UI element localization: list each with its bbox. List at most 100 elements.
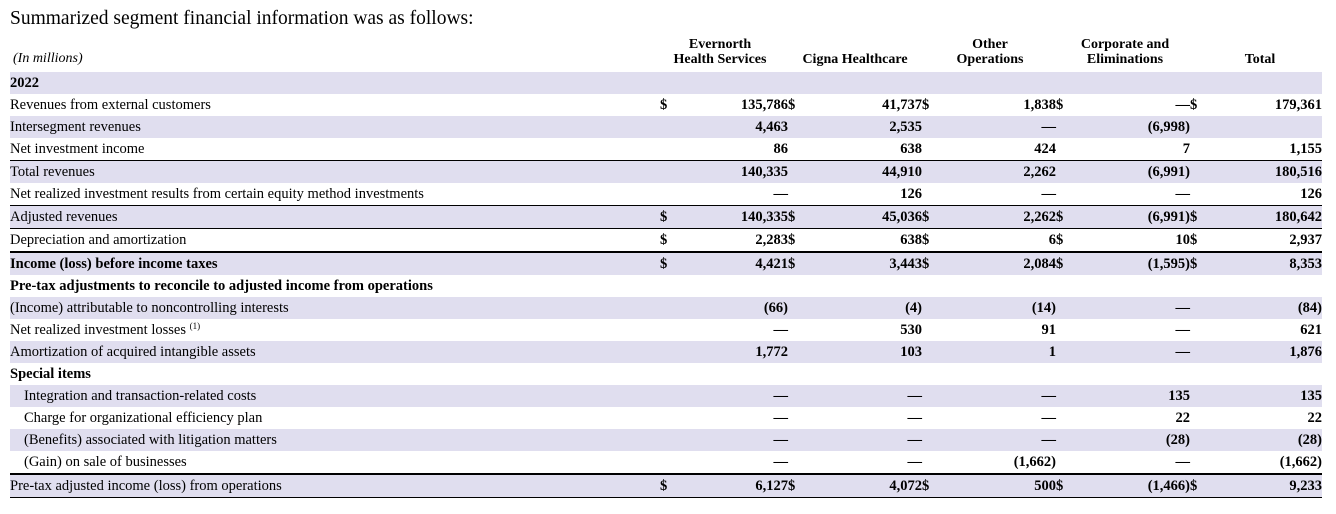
- row-label: Depreciation and amortization: [10, 228, 660, 252]
- value-cigna-healthcare: (4): [812, 297, 922, 319]
- value-total: [1214, 116, 1322, 138]
- currency-other-operations: $: [922, 205, 946, 229]
- currency-cigna-healthcare: [788, 183, 812, 206]
- table-row: (Income) attributable to noncontrolling …: [10, 297, 1322, 319]
- row-label: Special items: [10, 363, 660, 385]
- currency-total: [1190, 160, 1214, 183]
- currency-evernorth: [660, 183, 676, 206]
- value-total: 179,361: [1274, 97, 1322, 113]
- currency-other-operations: $: [922, 97, 930, 113]
- value-evernorth: —: [773, 410, 789, 426]
- col-header-evernorth-label: Evernorth Health Services: [673, 37, 767, 67]
- value-total: (1,662): [1279, 454, 1322, 470]
- row-label-text: Intersegment revenues: [10, 119, 141, 135]
- row-label-text: Integration and transaction-related cost…: [24, 388, 257, 404]
- currency-cigna-healthcare: [788, 385, 812, 407]
- value-other-operations: (14): [946, 297, 1056, 319]
- currency-corporate-eliminations: [1056, 363, 1080, 385]
- value-total: 621: [1300, 322, 1322, 338]
- value-other-operations: —: [946, 385, 1056, 407]
- value-corporate-eliminations: —: [1175, 454, 1191, 470]
- table-row: (Gain) on sale of businesses — — (1,662) — (1…: [10, 451, 1322, 474]
- value-cigna-healthcare: [812, 275, 922, 297]
- row-label-text: Special items: [10, 366, 91, 382]
- value-total: 1,876: [1214, 341, 1322, 363]
- value-total: [1214, 363, 1322, 385]
- row-label-text: Income (loss) before income taxes: [10, 256, 218, 272]
- currency-corporate-eliminations: [1056, 407, 1080, 429]
- currency-evernorth: [660, 116, 676, 138]
- row-label-text: Pre-tax adjusted income (loss) from oper…: [10, 478, 282, 494]
- value-cigna-healthcare: 530: [900, 322, 922, 338]
- value-corporate-eliminations: (6,991): [1080, 160, 1190, 183]
- currency-corporate-eliminations: $: [1056, 205, 1080, 229]
- value-evernorth: (66): [676, 297, 788, 319]
- value-cigna-healthcare: 4,072: [812, 473, 922, 498]
- currency-corporate-eliminations: [1056, 319, 1080, 341]
- value-other-operations: 1,838: [1023, 97, 1056, 113]
- value-cigna-healthcare: [812, 363, 922, 385]
- currency-evernorth: $: [660, 205, 676, 229]
- table-row: Depreciation and amortization $2,283 $638 $…: [10, 228, 1322, 252]
- currency-corporate-eliminations: [1056, 183, 1080, 206]
- value-other-operations: 424: [1034, 141, 1056, 157]
- currency-other-operations: [922, 138, 946, 161]
- currency-corporate-eliminations: [1056, 138, 1080, 161]
- currency-cigna-healthcare: [788, 297, 812, 319]
- currency-other-operations: [922, 275, 946, 297]
- value-evernorth: 4,463: [676, 116, 788, 138]
- currency-cigna-healthcare: $: [788, 97, 796, 113]
- col-header-other-operations-label: Other Operations: [956, 37, 1024, 67]
- currency-total: [1190, 385, 1214, 407]
- value-cigna-healthcare: —: [907, 454, 923, 470]
- currency-total: $: [1190, 473, 1214, 498]
- currency-evernorth: [660, 407, 676, 429]
- currency-cigna-healthcare: [788, 138, 812, 161]
- row-label: Intersegment revenues: [10, 116, 660, 138]
- col-header-corporate-eliminations-label: Corporate and Eliminations: [1080, 37, 1170, 67]
- table-row: Intersegment revenues 4,463 2,535 — (6,998): [10, 116, 1322, 138]
- currency-cigna-healthcare: [788, 451, 812, 474]
- currency-total: [1190, 275, 1214, 297]
- currency-evernorth: [660, 451, 676, 474]
- currency-total: [1190, 138, 1214, 161]
- table-row: Amortization of acquired intangible asse…: [10, 341, 1322, 363]
- currency-evernorth: $: [660, 97, 668, 113]
- value-evernorth: 140,335: [676, 205, 788, 229]
- row-label-text: Pre-tax adjustments to reconcile to adju…: [10, 278, 433, 294]
- value-evernorth: 4,421: [676, 251, 788, 275]
- row-label-text: Charge for organizational efficiency pla…: [24, 410, 263, 426]
- value-corporate-eliminations: (6,991): [1080, 205, 1190, 229]
- table-row: Integration and transaction-related cost…: [10, 385, 1322, 407]
- currency-other-operations: [922, 160, 946, 183]
- currency-total: [1190, 297, 1214, 319]
- value-other-operations: 91: [1041, 322, 1057, 338]
- currency-other-operations: $: [922, 228, 946, 252]
- currency-evernorth: [660, 363, 676, 385]
- table-row: Charge for organizational efficiency pla…: [10, 407, 1322, 429]
- value-cigna-healthcare: 638: [812, 228, 922, 252]
- value-other-operations: 2,262: [946, 160, 1056, 183]
- currency-cigna-healthcare: [788, 319, 812, 341]
- row-label-text: Revenues from external customers: [10, 97, 211, 113]
- value-total: 22: [1307, 410, 1323, 426]
- value-cigna-healthcare: 126: [900, 186, 922, 202]
- table-row: Net realized investment results from cer…: [10, 183, 1322, 206]
- currency-corporate-eliminations: [1056, 341, 1080, 363]
- currency-evernorth: [660, 429, 676, 451]
- value-other-operations: 500: [946, 473, 1056, 498]
- value-total: [1214, 275, 1322, 297]
- row-label: (Benefits) associated with litigation ma…: [10, 429, 660, 451]
- currency-corporate-eliminations: [1056, 275, 1080, 297]
- value-total: 8,353: [1214, 251, 1322, 275]
- currency-total: $: [1190, 251, 1214, 275]
- value-evernorth: 86: [773, 141, 789, 157]
- currency-other-operations: [922, 72, 946, 94]
- value-total: 1,155: [1289, 141, 1322, 157]
- currency-corporate-eliminations: [1056, 72, 1080, 94]
- col-header-cigna-healthcare-label: Cigna Healthcare: [802, 52, 908, 67]
- table-row: Special items: [10, 363, 1322, 385]
- table-row: Revenues from external customers $135,786…: [10, 94, 1322, 116]
- row-label: Charge for organizational efficiency pla…: [10, 407, 660, 429]
- value-corporate-eliminations: —: [1080, 297, 1190, 319]
